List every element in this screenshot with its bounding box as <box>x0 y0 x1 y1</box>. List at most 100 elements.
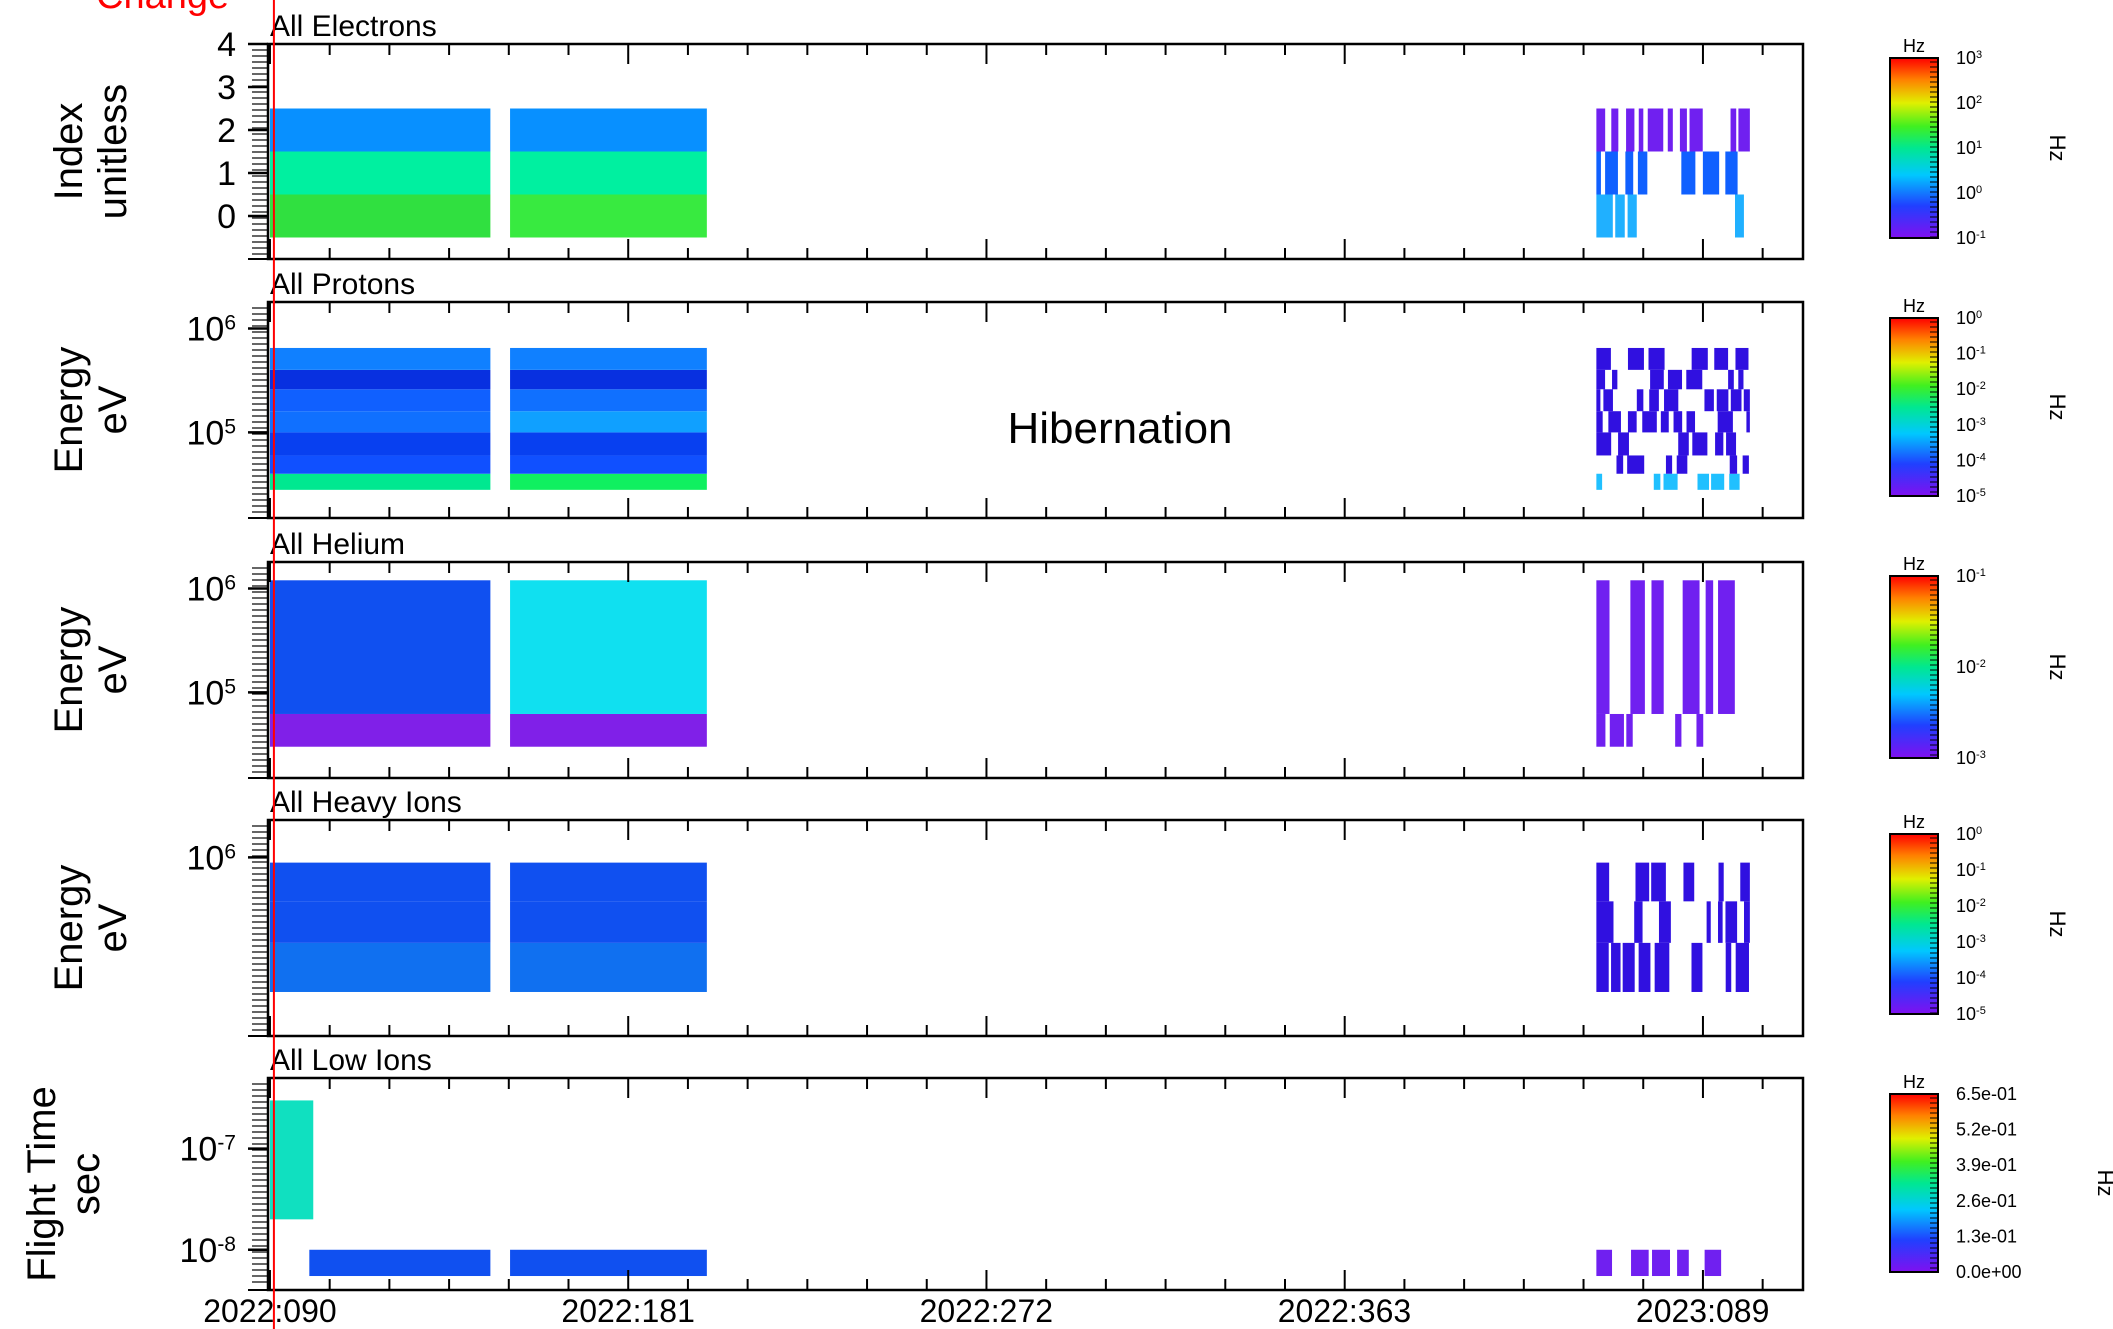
data-cell <box>1648 347 1665 370</box>
data-cell <box>1634 901 1643 943</box>
colorbar-side-label: Hz <box>2045 394 2070 421</box>
data-cell <box>1650 369 1664 390</box>
x-tick-label: 2023:089 <box>1636 1293 1769 1329</box>
data-cell <box>1596 901 1614 943</box>
data-cell <box>1664 389 1679 412</box>
data-cell <box>510 473 707 490</box>
colorbar <box>1889 57 1939 239</box>
colorbar-unit: Hz <box>1903 554 1925 574</box>
colorbar-side-label: Hz <box>2045 654 2070 681</box>
data-cell <box>269 1100 314 1220</box>
data-cell <box>1612 369 1618 390</box>
y-tick-label: 2 <box>217 112 236 150</box>
data-cell <box>510 942 707 992</box>
data-cell <box>510 862 707 902</box>
data-cell <box>1675 713 1682 747</box>
data-cell <box>1596 473 1603 490</box>
data-cell <box>1596 108 1606 152</box>
y-tick-label: 10-8 <box>179 1232 236 1270</box>
data-cell <box>1704 389 1714 412</box>
y-axis-label: Index <box>47 103 91 201</box>
data-cell <box>1667 108 1673 152</box>
data-cell <box>1660 411 1669 433</box>
data-cell <box>1714 347 1729 370</box>
data-cell <box>1679 108 1687 152</box>
colorbar-label: 10-2 <box>1956 379 1986 399</box>
data-cell <box>1743 389 1750 412</box>
data-cell <box>1658 901 1671 943</box>
data-cell <box>269 901 491 943</box>
data-cell <box>1626 108 1635 152</box>
x-tick-label: 2022:272 <box>920 1293 1053 1329</box>
data-cell <box>1615 194 1625 238</box>
y-axis-unit: sec <box>64 1153 108 1215</box>
data-cell <box>1663 473 1678 490</box>
colorbar-label: 10-2 <box>1956 896 1986 916</box>
data-cell <box>269 369 491 390</box>
colorbar-label: 5.2e-01 <box>1956 1120 2017 1140</box>
data-cell <box>1704 1249 1722 1277</box>
data-cell <box>1651 580 1664 714</box>
y-axis-unit: unitless <box>91 84 135 220</box>
panel-1: 0 1 2 3 4 All Electrons Index unitless Hz 103 102 1… <box>47 10 2070 261</box>
data-cell <box>269 347 491 370</box>
data-cell <box>1603 389 1613 412</box>
data-cell <box>1596 194 1613 238</box>
colorbar-label: 10-5 <box>1956 486 1986 506</box>
y-axis-label: Energy <box>47 607 91 734</box>
data-cell <box>510 1249 707 1277</box>
data-cell <box>1740 862 1750 902</box>
colorbar <box>1889 833 1939 1015</box>
data-cell <box>1622 942 1635 992</box>
data-cell <box>1605 151 1618 195</box>
data-cell <box>269 942 491 992</box>
data-cell <box>1682 580 1700 714</box>
data-cell <box>1725 151 1738 195</box>
data-cell <box>1611 942 1621 992</box>
colorbar-label: 10-4 <box>1956 450 1986 470</box>
colorbar-unit: Hz <box>1903 296 1925 316</box>
data-cell <box>1730 389 1742 412</box>
colorbar-label: 10-2 <box>1956 657 1986 677</box>
panel-2: 105 106 All Protons Energy eV Hz 100 10-1 10-2 10… <box>47 268 2070 520</box>
data-cell <box>269 713 491 747</box>
panel-frame <box>266 560 1805 780</box>
data-cell <box>1711 473 1725 490</box>
y-axis-unit: eV <box>91 385 135 434</box>
y-tick-label: 106 <box>186 311 236 349</box>
panel-title: All Electrons <box>270 10 437 43</box>
data-cell <box>510 580 707 714</box>
y-tick-label: 105 <box>186 414 236 452</box>
data-cell <box>1738 108 1750 152</box>
y-tick-label: 106 <box>186 839 236 877</box>
data-cell <box>1596 369 1606 390</box>
data-cell <box>1596 1249 1613 1277</box>
data-cell <box>510 347 707 370</box>
y-axis-unit: eV <box>91 903 135 952</box>
data-cell <box>1651 862 1666 902</box>
data-cell <box>1697 473 1710 490</box>
data-cell <box>1678 432 1689 456</box>
data-cell <box>1596 862 1610 902</box>
data-cell <box>1596 347 1611 370</box>
data-cell <box>269 432 491 456</box>
data-cell <box>1726 432 1737 456</box>
data-cell <box>1638 942 1651 992</box>
data-cell <box>1631 1249 1649 1277</box>
data-cell <box>1596 151 1601 195</box>
data-cell <box>1718 901 1723 943</box>
data-cell <box>1596 713 1606 747</box>
data-cell <box>510 455 707 474</box>
colorbar-label: 103 <box>1956 48 1982 68</box>
data-cell <box>1647 108 1664 152</box>
data-cell <box>1691 942 1703 992</box>
colorbar-label: 0.0e+00 <box>1956 1262 2022 1282</box>
colorbar-label: 10-4 <box>1956 968 1986 988</box>
data-cell <box>1608 411 1621 433</box>
panel-title: All Low Ions <box>270 1044 432 1077</box>
y-axis-label: Flight Time <box>20 1086 64 1282</box>
data-cell <box>1718 580 1735 714</box>
data-cell <box>1725 901 1738 943</box>
y-axis-label: Energy <box>47 865 91 992</box>
data-cell <box>510 389 707 412</box>
